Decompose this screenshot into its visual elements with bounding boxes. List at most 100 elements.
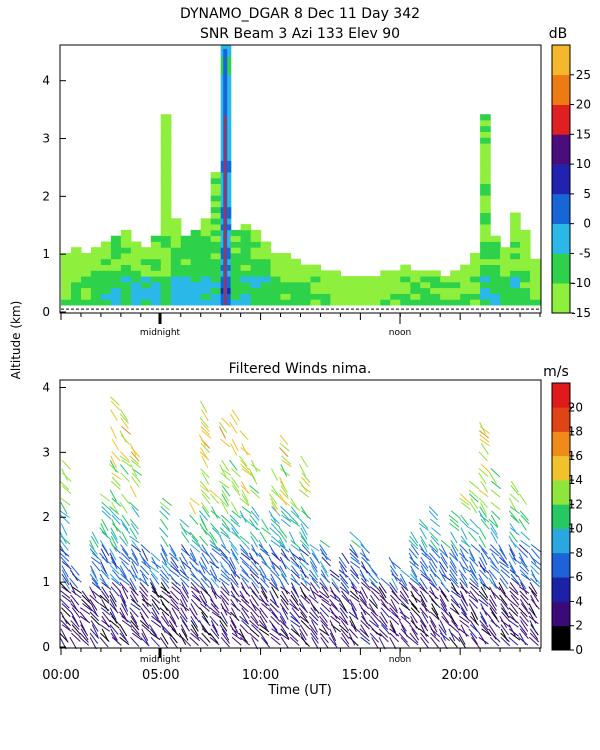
snr-cell: [130, 247, 142, 254]
wind-barb: [419, 577, 428, 590]
snr-cell: [61, 293, 72, 300]
snr-cell: [270, 264, 282, 271]
wind-barb: [99, 527, 109, 538]
snr-cell: [100, 293, 112, 300]
wind-barb: [498, 560, 510, 569]
wind-barb: [159, 594, 170, 604]
snr-cell: [480, 253, 491, 260]
wind-barb: [380, 599, 389, 611]
wind-barb: [498, 586, 507, 598]
wind-barb: [140, 544, 151, 554]
snr-cell: [190, 287, 202, 294]
snr-cell: [410, 287, 421, 294]
wind-barb: [290, 628, 301, 638]
wind-colorbar-block: [552, 577, 570, 602]
wind-barb: [140, 565, 150, 576]
wind-barb: [368, 573, 378, 584]
wind-barb: [349, 620, 357, 633]
snr-cell: [170, 235, 182, 242]
snr-cell: [200, 229, 212, 237]
wind-barb: [431, 607, 440, 619]
wind-barb: [250, 577, 260, 589]
wind-barb: [361, 556, 371, 567]
wind-barb: [359, 590, 367, 603]
wind-barb: [449, 561, 458, 573]
snr-cell: [400, 299, 411, 306]
snr-cell: [480, 270, 491, 277]
wind-barb: [99, 540, 108, 552]
wind-barb: [101, 518, 109, 532]
wind-barb: [130, 548, 139, 561]
wind-barb: [119, 594, 128, 607]
snr-cell: [480, 172, 491, 179]
wind-barb: [420, 637, 429, 648]
snr-cell: [210, 281, 222, 289]
snr-cell: [210, 247, 222, 254]
wind-barb: [99, 573, 108, 586]
wind-barb: [468, 493, 479, 503]
wind-barb: [520, 514, 530, 525]
wind-barb: [300, 535, 310, 547]
snr-cell: [120, 281, 132, 289]
wind-barb: [488, 577, 497, 589]
snr-cell: [290, 276, 302, 283]
wind-barb: [450, 594, 459, 606]
wind-barb: [429, 552, 439, 563]
wind-barb: [299, 565, 307, 578]
wind-barb: [290, 624, 300, 636]
wind-barb: [208, 594, 217, 608]
wind-barb: [340, 611, 348, 624]
wind-barb: [160, 535, 169, 548]
wind-barb: [130, 459, 141, 468]
wind-barb: [509, 582, 519, 594]
wind-barb: [359, 598, 370, 609]
snr-colorbar-blocks: [551, 44, 571, 314]
wind-barb: [340, 636, 350, 648]
wind-barb: [520, 611, 529, 623]
wind-barb: [169, 611, 177, 624]
wind-barb: [290, 497, 299, 510]
wind-barb: [341, 552, 350, 565]
snr-cell: [100, 287, 112, 294]
wind-barb: [301, 577, 312, 586]
wind-barb: [220, 514, 231, 524]
wind-barb: [441, 615, 451, 627]
snr-cell: [330, 287, 341, 294]
wind-barb: [189, 569, 199, 581]
wind-barb: [249, 514, 259, 526]
wind-barb: [269, 620, 278, 631]
wind-barb: [271, 624, 280, 636]
wind-barb: [518, 544, 529, 554]
snr-colorbar-tick-label: 20: [576, 98, 591, 112]
wind-barb: [241, 620, 251, 630]
snr-cell: [300, 299, 312, 306]
wind-barb: [460, 599, 468, 612]
snr-cell: [81, 281, 92, 289]
wind-barb: [270, 573, 278, 587]
wind-barb: [390, 594, 400, 605]
wind-barb: [321, 586, 330, 598]
snr-colorbar-block: [552, 104, 570, 135]
snr-cell: [180, 293, 192, 300]
snr-cell: [370, 287, 381, 294]
snr-cell: [160, 247, 172, 254]
wind-barb: [488, 603, 498, 615]
wind-barb: [119, 607, 127, 620]
wind-barb: [240, 548, 250, 558]
snr-cell: [190, 293, 202, 300]
snr-cell: [500, 258, 511, 265]
wind-barb: [319, 544, 328, 556]
wind-barb: [71, 586, 82, 594]
wind-barb: [200, 442, 210, 453]
wind-barb: [82, 603, 93, 612]
winds-y-tick-label: 2: [42, 510, 50, 524]
wind-barb: [530, 544, 542, 553]
wind-colorbar-block: [552, 383, 570, 408]
wind-barb: [211, 624, 220, 637]
wind-barb: [190, 582, 200, 593]
wind-barb: [249, 518, 258, 531]
wind-barb: [200, 556, 208, 570]
snr-cell: [160, 120, 172, 127]
wind-barb: [231, 632, 242, 641]
wind-barb: [99, 552, 109, 564]
